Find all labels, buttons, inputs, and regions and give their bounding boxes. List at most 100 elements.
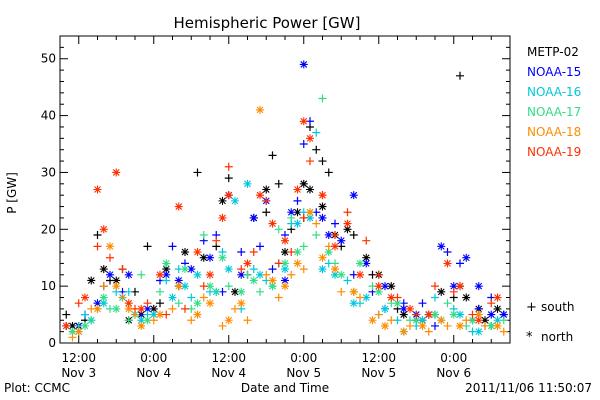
x-tick-date: Nov 4: [136, 366, 171, 380]
north-point: [418, 321, 427, 330]
south-point: [456, 259, 464, 268]
north-point: [218, 196, 227, 205]
north-point: [243, 179, 252, 188]
series-noaa-17: [68, 94, 508, 336]
south-point: [299, 242, 308, 251]
south-point: [99, 282, 108, 291]
south-point: [268, 265, 277, 274]
north-point: [143, 304, 152, 313]
south-point: [299, 140, 308, 149]
north-point: [393, 299, 402, 308]
south-point: [174, 299, 183, 308]
south-point: [156, 287, 164, 296]
north-point: [356, 259, 364, 268]
south-point: [168, 304, 177, 313]
south-point: [162, 310, 171, 319]
plot-credit: Plot: CCMC: [4, 381, 70, 395]
north-point: [293, 259, 302, 268]
north-point: [493, 304, 502, 313]
north-point: [193, 270, 202, 279]
south-point: [124, 316, 133, 325]
north-point: [349, 299, 358, 308]
south-point: [343, 276, 352, 285]
south-point: [93, 230, 102, 239]
south-point: [306, 157, 314, 166]
north-point: [287, 208, 296, 217]
north-point: [156, 310, 164, 319]
south-point: [312, 219, 321, 228]
north-point: [231, 196, 239, 205]
north-point: [268, 276, 277, 285]
south-point: [406, 321, 414, 330]
north-point: [281, 236, 289, 245]
north-point: [493, 293, 502, 302]
south-point: [337, 287, 346, 296]
north-point: [399, 304, 408, 313]
marker-legend-symbol: +: [526, 300, 537, 315]
north-point: [106, 242, 114, 251]
north-point: [81, 293, 89, 302]
plot-axes: [59, 35, 511, 344]
north-point: [268, 219, 277, 228]
south-point: [199, 282, 208, 291]
legend-entry: METP-02: [527, 45, 579, 59]
south-point: [162, 276, 171, 285]
south-point: [249, 265, 258, 274]
marker-legend-label: north: [541, 330, 573, 344]
series-metp-02: [62, 71, 502, 330]
x-tick-date: Nov 5: [286, 366, 321, 380]
north-point: [493, 316, 502, 325]
south-point: [481, 321, 489, 330]
north-point: [199, 253, 208, 262]
south-point: [456, 71, 464, 80]
south-point: [387, 316, 396, 325]
south-point: [299, 265, 308, 274]
north-point: [106, 270, 114, 279]
y-tick-label: 0: [48, 336, 56, 350]
y-tick-label: 20: [41, 222, 56, 236]
south-point: [249, 248, 258, 257]
south-point: [331, 219, 339, 228]
south-point: [187, 316, 196, 325]
south-point: [212, 236, 221, 245]
north-point: [456, 310, 464, 319]
series-noaa-18: [68, 105, 508, 342]
south-point: [499, 316, 508, 325]
north-point: [99, 225, 108, 234]
south-point: [143, 242, 152, 251]
series-noaa-19: [62, 117, 502, 330]
north-point: [187, 265, 196, 274]
x-tick-date: Nov 6: [436, 366, 471, 380]
y-tick-label: 50: [41, 52, 56, 66]
north-point: [193, 299, 202, 308]
north-point: [74, 327, 83, 336]
north-point: [218, 253, 227, 262]
x-tick-date: Nov 5: [361, 366, 396, 380]
north-point: [281, 259, 289, 268]
south-point: [143, 299, 152, 308]
north-point: [93, 304, 102, 313]
south-point: [343, 208, 352, 217]
south-point: [356, 293, 364, 302]
north-point: [224, 191, 233, 200]
north-point: [306, 208, 314, 217]
north-point: [256, 105, 264, 114]
data-points: [62, 60, 508, 342]
marker-legend: + south * north: [526, 300, 575, 345]
north-point: [399, 327, 408, 336]
north-point: [268, 282, 277, 291]
north-point: [362, 259, 371, 268]
south-point: [62, 310, 71, 319]
north-point: [162, 265, 171, 274]
north-point: [462, 293, 471, 302]
south-point: [349, 230, 358, 239]
north-point: [87, 276, 96, 285]
south-point: [374, 270, 383, 279]
north-point: [62, 321, 71, 330]
north-point: [468, 316, 477, 325]
north-point: [68, 321, 77, 330]
north-point: [318, 265, 327, 274]
south-point: [156, 299, 164, 308]
north-point: [193, 248, 202, 257]
